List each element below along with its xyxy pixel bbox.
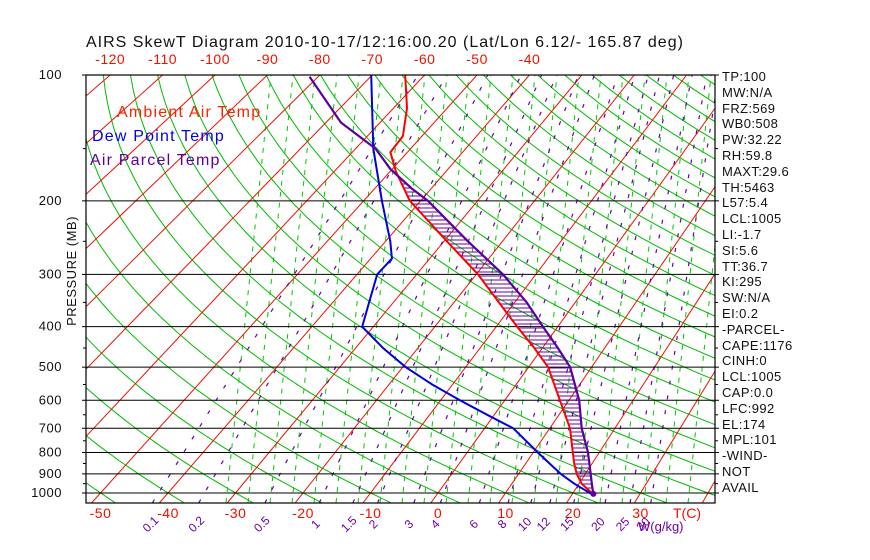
svg-text:-120: -120 — [95, 51, 125, 67]
svg-text:-50: -50 — [466, 51, 488, 67]
chart-title: AIRS SkewT Diagram 2010-10-17/12:16:00.2… — [86, 34, 684, 51]
stat-line: SW:N/A — [722, 290, 771, 306]
stat-line: TH:5463 — [722, 179, 775, 195]
stat-line: EL:174 — [722, 416, 766, 432]
stat-line: KI:295 — [722, 274, 762, 290]
stat-line: EI:0.2 — [722, 305, 759, 321]
surface-parcel-dot — [590, 490, 597, 497]
stat-line: LFC:992 — [722, 400, 775, 416]
svg-text:-10: -10 — [360, 505, 382, 521]
svg-text:3: 3 — [402, 517, 417, 532]
legend-item: Air Parcel Temp — [90, 152, 221, 169]
svg-text:1.5: 1.5 — [338, 513, 360, 535]
stat-line: WB0:508 — [722, 116, 779, 132]
stat-line: AVAIL — [722, 479, 759, 495]
cape-hatch-area — [399, 179, 593, 489]
stats-panel: TP:100 MW:N/A FRZ:569 WB0:508 PW:32.22 RH:59.… — [722, 69, 868, 496]
plot-border — [85, 74, 716, 504]
svg-text:0.2: 0.2 — [186, 513, 208, 535]
legend-item: Ambient Air Temp — [117, 104, 261, 121]
ambient-temp-curve — [389, 75, 594, 495]
svg-text:1000: 1000 — [31, 485, 62, 500]
stat-line: TT:36.7 — [722, 258, 769, 274]
svg-text:-50: -50 — [90, 505, 112, 521]
stat-line: MPL:101 — [722, 432, 777, 448]
stat-line: LCL:1005 — [722, 369, 782, 385]
stat-line: TP:100 — [722, 69, 767, 84]
stat-line: NOT — [722, 463, 751, 479]
svg-text:10: 10 — [515, 514, 535, 534]
svg-text:500: 500 — [39, 359, 62, 374]
legend-item: Dew Point Temp — [92, 128, 225, 145]
svg-text:0.5: 0.5 — [251, 513, 273, 535]
dew-point-curve — [361, 75, 592, 495]
svg-text:600: 600 — [39, 392, 62, 407]
axis-labels: -120 -110 -100 -90 -80 -70 -60 -50 -40-50 -40 -30-… — [31, 51, 701, 535]
pressure-axis-title: PRESSURE (MB) — [64, 216, 79, 326]
svg-text:300: 300 — [39, 266, 62, 281]
svg-text:20: 20 — [588, 514, 608, 534]
svg-text:1: 1 — [308, 517, 323, 532]
svg-text:200: 200 — [39, 193, 62, 208]
stat-line: -WIND- — [722, 448, 768, 464]
stat-line: FRZ:569 — [722, 100, 776, 116]
svg-text:-70: -70 — [361, 51, 383, 67]
svg-text:-110: -110 — [148, 51, 177, 67]
svg-text:W(g/kg): W(g/kg) — [638, 519, 684, 534]
stat-line: CINH:0 — [722, 353, 768, 369]
svg-text:25: 25 — [613, 514, 633, 534]
stat-line: -PARCEL- — [722, 321, 785, 337]
svg-text:-100: -100 — [200, 51, 230, 67]
svg-text:0: 0 — [434, 505, 442, 521]
stat-line: MW:N/A — [722, 84, 773, 100]
stat-line: CAP:0.0 — [722, 384, 774, 400]
svg-text:-90: -90 — [257, 51, 279, 67]
svg-text:400: 400 — [39, 319, 62, 334]
stat-line: RH:59.8 — [722, 147, 773, 163]
svg-text:100: 100 — [39, 67, 62, 82]
svg-text:700: 700 — [39, 420, 62, 435]
stat-line: LI:-1.7 — [722, 226, 762, 242]
svg-text:-40: -40 — [519, 51, 541, 67]
stat-line: L57:5.4 — [722, 195, 769, 211]
stat-line: PW:32.22 — [722, 132, 783, 148]
svg-text:-80: -80 — [309, 51, 331, 67]
stat-line: CAPE:1176 — [722, 337, 793, 353]
svg-text:800: 800 — [39, 444, 62, 459]
svg-text:-30: -30 — [225, 505, 247, 521]
svg-text:20: 20 — [565, 505, 582, 521]
air-parcel-curve — [308, 76, 595, 495]
svg-text:6: 6 — [466, 517, 481, 532]
stat-line: LCL:1005 — [722, 211, 782, 227]
stat-line: SI:5.6 — [722, 242, 759, 258]
svg-text:-40: -40 — [157, 505, 179, 521]
grid-lines — [86, 75, 715, 503]
svg-text:-20: -20 — [292, 505, 314, 521]
svg-text:30: 30 — [632, 505, 649, 521]
svg-text:900: 900 — [39, 466, 62, 481]
svg-text:12: 12 — [534, 514, 554, 534]
svg-text:10: 10 — [497, 505, 514, 521]
stat-line: MAXT:29.6 — [722, 163, 790, 179]
legend: Ambient Air Temp Dew Point Temp Air Parcel… — [90, 104, 261, 169]
svg-text:T(C): T(C) — [673, 505, 701, 521]
svg-text:-60: -60 — [414, 51, 436, 67]
